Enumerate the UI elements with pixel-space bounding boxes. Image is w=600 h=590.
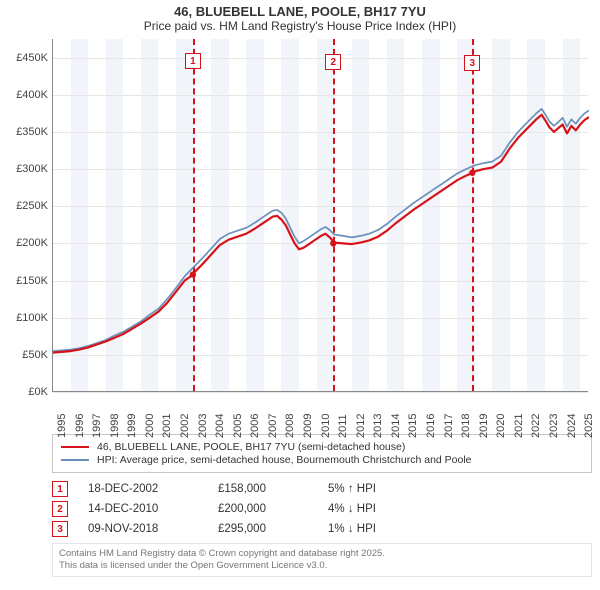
x-tick-label: 2018: [460, 414, 472, 438]
x-tick-label: 1995: [56, 414, 68, 438]
event-price: £158,000: [218, 483, 308, 495]
x-tick-label: 1999: [126, 414, 138, 438]
y-tick-label: £150K: [8, 275, 48, 287]
legend-label: 46, BLUEBELL LANE, POOLE, BH17 7YU (semi…: [97, 441, 405, 453]
x-tick-label: 2012: [355, 414, 367, 438]
plot-area: 123: [52, 39, 588, 392]
legend-row: HPI: Average price, semi-detached house,…: [61, 454, 583, 466]
grid-line: [53, 392, 588, 393]
event-date: 14-DEC-2010: [88, 503, 198, 515]
footer-l1: Contains HM Land Registry data © Crown c…: [59, 548, 385, 559]
x-tick-label: 1998: [109, 414, 121, 438]
event-hpi: 4% ↓ HPI: [328, 503, 418, 515]
x-tick-label: 2025: [583, 414, 595, 438]
x-tick-label: 2020: [495, 414, 507, 438]
y-tick-label: £50K: [8, 349, 48, 361]
event-hpi: 1% ↓ HPI: [328, 523, 418, 535]
y-tick-label: £100K: [8, 312, 48, 324]
x-tick-label: 2007: [267, 414, 279, 438]
event-row: 3 09-NOV-2018 £295,000 1% ↓ HPI: [52, 521, 592, 537]
event-price: £295,000: [218, 523, 308, 535]
event-dot: [330, 240, 336, 246]
legend-swatch: [61, 459, 89, 461]
x-tick-label: 2019: [478, 414, 490, 438]
event-num: 3: [52, 521, 68, 537]
x-tick-label: 1996: [74, 414, 86, 438]
x-tick-label: 2024: [566, 414, 578, 438]
x-tick-label: 2003: [197, 414, 209, 438]
y-tick-label: £300K: [8, 163, 48, 175]
event-num: 1: [52, 481, 68, 497]
legend-row: 46, BLUEBELL LANE, POOLE, BH17 7YU (semi…: [61, 441, 583, 453]
x-tick-label: 2009: [302, 414, 314, 438]
chart: 123 £0K £50K £100K £150K £200K £250K £300K £350…: [8, 37, 592, 432]
y-tick-label: £400K: [8, 89, 48, 101]
x-tick-label: 2011: [337, 414, 349, 438]
x-tick-label: 2000: [144, 414, 156, 438]
x-tick-label: 1997: [91, 414, 103, 438]
series-line: [53, 115, 589, 353]
x-tick-label: 2015: [407, 414, 419, 438]
title: 46, BLUEBELL LANE, POOLE, BH17 7YU: [8, 4, 592, 19]
x-tick-label: 2021: [513, 414, 525, 438]
x-tick-label: 2005: [232, 414, 244, 438]
subtitle: Price paid vs. HM Land Registry's House …: [8, 19, 592, 33]
x-tick-label: 2017: [443, 414, 455, 438]
x-tick-label: 2004: [214, 414, 226, 438]
footer-l2: This data is licensed under the Open Gov…: [59, 560, 327, 571]
x-tick-label: 2013: [372, 414, 384, 438]
event-dot: [469, 170, 475, 176]
attribution: Contains HM Land Registry data © Crown c…: [52, 543, 592, 577]
y-tick-label: £250K: [8, 200, 48, 212]
x-tick-label: 2014: [390, 414, 402, 438]
x-tick-label: 2008: [284, 414, 296, 438]
x-tick-label: 2001: [161, 414, 173, 438]
x-tick-label: 2002: [179, 414, 191, 438]
legend-swatch: [61, 446, 89, 448]
y-tick-label: £350K: [8, 126, 48, 138]
x-tick-label: 2016: [425, 414, 437, 438]
events-table: 1 18-DEC-2002 £158,000 5% ↑ HPI 2 14-DEC-2010…: [52, 481, 592, 537]
series-line: [53, 109, 589, 351]
x-tick-label: 2006: [249, 414, 261, 438]
event-row: 2 14-DEC-2010 £200,000 4% ↓ HPI: [52, 501, 592, 517]
legend: 46, BLUEBELL LANE, POOLE, BH17 7YU (semi…: [52, 434, 592, 473]
legend-label: HPI: Average price, semi-detached house,…: [97, 454, 472, 466]
series-svg: [53, 39, 589, 392]
x-tick-label: 2022: [530, 414, 542, 438]
event-hpi: 5% ↑ HPI: [328, 483, 418, 495]
x-tick-label: 2010: [320, 414, 332, 438]
event-date: 09-NOV-2018: [88, 523, 198, 535]
event-price: £200,000: [218, 503, 308, 515]
event-dot: [190, 271, 196, 277]
y-tick-label: £200K: [8, 237, 48, 249]
y-tick-label: £450K: [8, 52, 48, 64]
event-num: 2: [52, 501, 68, 517]
y-tick-label: £0K: [8, 386, 48, 398]
event-row: 1 18-DEC-2002 £158,000 5% ↑ HPI: [52, 481, 592, 497]
x-tick-label: 2023: [548, 414, 560, 438]
event-date: 18-DEC-2002: [88, 483, 198, 495]
